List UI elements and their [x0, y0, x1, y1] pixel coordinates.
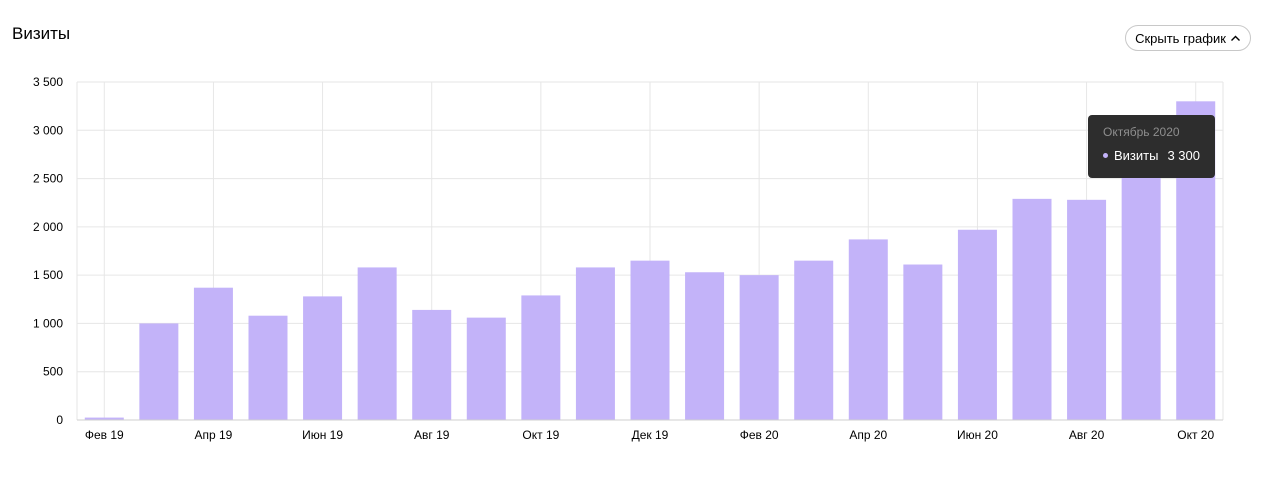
bar: [84, 417, 124, 420]
bar: [1121, 167, 1161, 420]
tooltip-series-name: Визиты: [1114, 148, 1159, 163]
x-tick-label: Фев 20: [740, 428, 779, 442]
bar: [193, 287, 233, 420]
y-tick-label: 500: [43, 365, 63, 379]
bar: [466, 317, 506, 420]
tooltip-title: Октябрь 2020: [1103, 125, 1180, 139]
x-tick-label: Дек 19: [632, 428, 669, 442]
x-tick-label: Апр 19: [194, 428, 232, 442]
bar: [903, 264, 943, 420]
bar: [139, 323, 179, 420]
bar: [303, 296, 343, 420]
bar: [1012, 198, 1052, 420]
y-tick-label: 3 000: [33, 123, 63, 137]
y-tick-label: 2 500: [33, 172, 63, 186]
y-tick-label: 2 000: [33, 220, 63, 234]
hide-chart-button[interactable]: Скрыть график: [1125, 25, 1251, 51]
x-tick-label: Авг 20: [1069, 428, 1105, 442]
hide-chart-button-label: Скрыть график: [1135, 30, 1226, 46]
bar: [521, 295, 561, 420]
bar: [357, 267, 397, 420]
x-tick-label: Фев 19: [85, 428, 124, 442]
bar: [248, 315, 288, 420]
x-tick-label: Апр 20: [849, 428, 887, 442]
x-tick-label: Июн 20: [957, 428, 998, 442]
x-tick-label: Июн 19: [302, 428, 343, 442]
tooltip-value: 3 300: [1167, 148, 1200, 163]
chart-title: Визиты: [12, 24, 71, 43]
chart-tooltip: Октябрь 2020 Визиты 3 300: [1088, 115, 1215, 178]
bar: [412, 309, 452, 420]
bar: [575, 267, 615, 420]
bar: [1067, 199, 1107, 420]
y-tick-label: 0: [56, 413, 63, 427]
bar: [794, 260, 834, 420]
bar: [630, 260, 670, 420]
bar: [685, 272, 725, 420]
series-dot-icon: [1103, 153, 1108, 158]
x-tick-label: Окт 20: [1177, 428, 1214, 442]
y-tick-label: 1 000: [33, 316, 63, 330]
x-tick-label: Авг 19: [414, 428, 450, 442]
bar: [957, 229, 997, 420]
y-tick-label: 3 500: [33, 75, 63, 89]
bar: [739, 275, 779, 420]
bar: [848, 239, 888, 420]
x-tick-label: Окт 19: [522, 428, 559, 442]
y-tick-label: 1 500: [33, 268, 63, 282]
chevron-up-icon: [1230, 34, 1241, 42]
